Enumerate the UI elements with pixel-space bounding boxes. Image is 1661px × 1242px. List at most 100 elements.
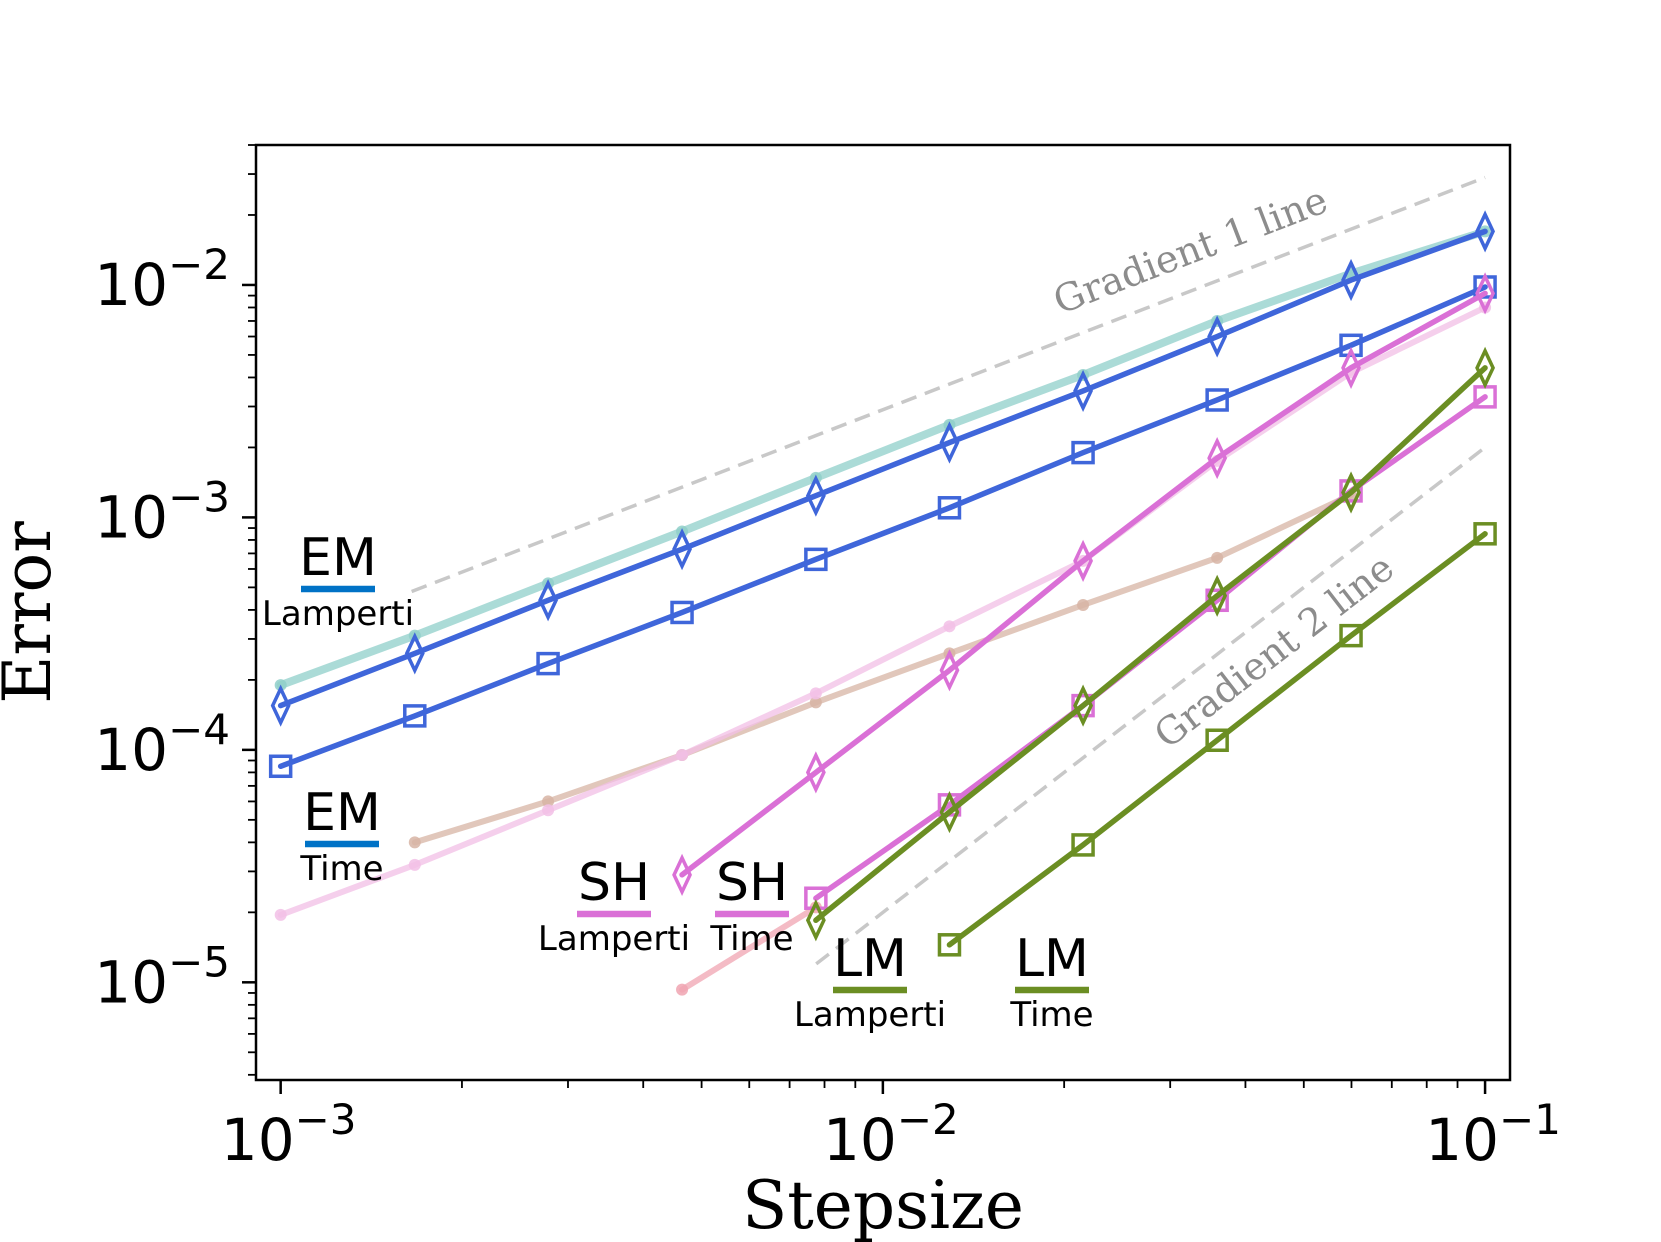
x-tick-base: 10: [1425, 1106, 1499, 1174]
em-lamperti-point-8: [1341, 258, 1361, 302]
sh-time-point-4: [1339, 479, 1363, 503]
gradient-2-label: Gradient 2 line: [1146, 545, 1402, 757]
em-time-annotation: EM Time: [299, 783, 383, 889]
em-time-line: [277, 284, 1488, 770]
sh-time-point-2: [1071, 693, 1095, 718]
em-time-point-1: [403, 704, 427, 728]
sh-lamperti-series: [672, 272, 1496, 896]
lm-time-line: [946, 531, 1488, 948]
lm-lamperti-annotation: LM Lamperti: [794, 929, 946, 1035]
y-tick-base: 10: [94, 716, 168, 784]
lm-time-point-2: [1205, 728, 1229, 752]
em-time-series: [268, 275, 1497, 779]
em-lamperti-point-7: [1207, 315, 1228, 358]
lm-lamperti-series: [805, 346, 1496, 942]
sh-lamperti-point-0: [672, 853, 692, 896]
sh-time-pale-line: [277, 304, 1489, 918]
y-tick-exponent: −4: [168, 705, 230, 754]
sh-lamperti-point-4: [1207, 436, 1228, 480]
lm-time-series: [937, 522, 1497, 957]
lm-time-pale-line: [411, 491, 1355, 846]
sh-time-point-0: [804, 886, 828, 910]
sh-time-pale-point-1: [408, 858, 421, 871]
em-lamperti-series: [270, 210, 1496, 727]
sh-lamperti-line: [679, 290, 1488, 878]
x-tick-exponent: −1: [1499, 1095, 1561, 1144]
lm-lamperti-point-3: [1207, 574, 1228, 617]
sh-time-title: SH: [716, 853, 788, 913]
em-time-title: EM: [303, 783, 381, 843]
y-tick-label-0: 10−5: [94, 937, 230, 1016]
x-tick-exponent: −3: [295, 1095, 357, 1144]
em-lamperti-subtitle: Lamperti: [262, 594, 414, 634]
lm-lamperti-point-1: [939, 790, 960, 834]
em-lamperti-point-1: [404, 632, 425, 675]
sh-lamperti-title: SH: [578, 853, 650, 913]
lm-lamperti-subtitle: Lamperti: [794, 995, 946, 1035]
em-time-point-8: [1339, 333, 1363, 358]
data-series: [268, 210, 1497, 996]
y-tick-exponent: −5: [168, 937, 230, 986]
em-lamperti-point-5: [939, 421, 960, 464]
em-time-point-0: [268, 754, 293, 779]
y-tick-base: 10: [94, 948, 168, 1016]
sh-time-pale-point-5: [943, 620, 956, 633]
lm-time-pale-point-5: [1077, 598, 1090, 611]
em-time-point-3: [670, 600, 694, 625]
y-tick-label-3: 10−2: [94, 240, 230, 319]
sh-lamperti-point-5: [1341, 346, 1361, 389]
sh-time-pale-point-0: [274, 908, 287, 921]
sh-time-annotation: SH Time: [709, 853, 793, 959]
lm-lamperti-point-4: [1341, 471, 1361, 514]
x-tick-base: 10: [221, 1106, 295, 1174]
y-tick-base: 10: [94, 251, 168, 319]
x-tick-exponent: −2: [897, 1095, 959, 1144]
lm-lamperti-point-0: [805, 899, 826, 942]
lm-time-subtitle: Time: [1009, 995, 1093, 1035]
em-lamperti-point-2: [538, 579, 559, 622]
sh-lamperti-subtitle: Lamperti: [538, 919, 690, 959]
lm-lamperti-point-5: [1475, 346, 1496, 389]
y-tick-label-2: 10−3: [94, 472, 230, 551]
x-tick-label-2: 10−1: [1425, 1095, 1561, 1174]
lm-lamperti-title: LM: [833, 929, 907, 989]
sh-lamperti-annotation: SH Lamperti: [538, 853, 690, 959]
x-axis-title: Stepsize: [742, 1167, 1024, 1242]
x-tick-label-0: 10−3: [221, 1095, 357, 1174]
y-tick-base: 10: [94, 483, 168, 551]
em-lamperti-pale-line: [276, 227, 1490, 690]
y-tick-exponent: −3: [168, 472, 230, 521]
y-tick-exponent: −2: [168, 240, 230, 289]
lm-time-point-3: [1339, 623, 1363, 648]
lm-time-title: LM: [1015, 929, 1089, 989]
em-lamperti-title: EM: [299, 528, 377, 588]
sh-lamperti-point-3: [1073, 539, 1093, 583]
lm-time-point-1: [1071, 833, 1095, 857]
em-time-point-5: [937, 496, 962, 520]
gradient-2-line: [815, 446, 1487, 966]
lm-lamperti-line: [813, 365, 1488, 923]
gradient-1-line: [411, 175, 1486, 594]
em-lamperti-point-9: [1475, 210, 1496, 253]
em-lamperti-point-4: [805, 474, 826, 517]
em-time-subtitle: Time: [299, 849, 383, 889]
lm-lamperti-point-2: [1073, 684, 1093, 727]
sh-lamperti-point-1: [805, 751, 826, 794]
gradient-1-label: Gradient 1 line: [1047, 178, 1333, 323]
axes: [242, 143, 1512, 1094]
series-annotations: EM Lamperti EM Time SH Lamperti SH Time LM Lamper…: [262, 528, 1094, 1035]
em-lamperti-point-6: [1073, 369, 1093, 413]
em-lamperti-annotation: EM Lamperti: [262, 528, 414, 634]
sh-time-pale-point-4: [809, 687, 822, 700]
x-tick-label-1: 10−2: [823, 1095, 959, 1174]
em-lamperti-point-3: [672, 528, 692, 571]
lm-time-pale-point-1: [542, 795, 555, 808]
sh-time-pale-point-3: [676, 749, 689, 762]
x-tick-base: 10: [823, 1106, 897, 1174]
lm-time-pale-point-0: [408, 836, 421, 849]
lm-time-point-4: [1473, 522, 1497, 546]
sh-lamperti-pale-point-0: [676, 983, 689, 996]
y-tick-label-1: 10−4: [94, 705, 230, 784]
lm-time-annotation: LM Time: [1009, 929, 1093, 1035]
